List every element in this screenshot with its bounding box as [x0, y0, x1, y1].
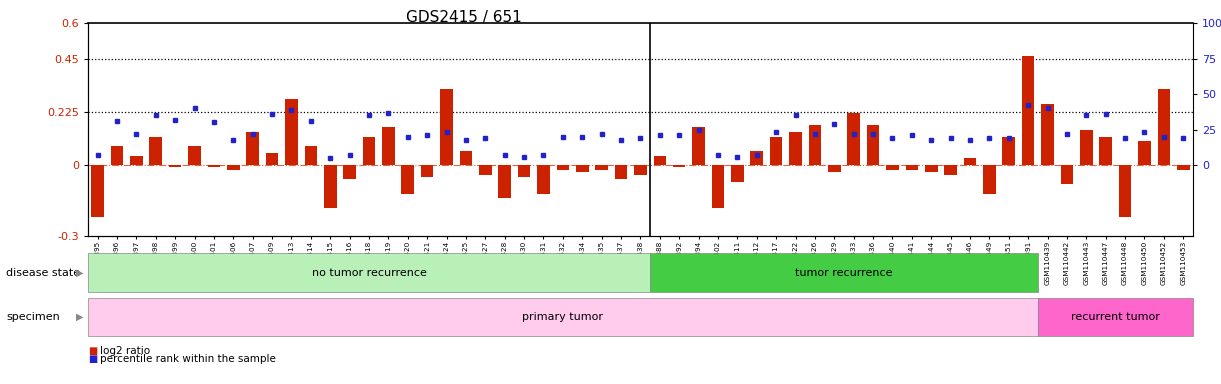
Bar [886, 165, 899, 170]
Bar [343, 165, 357, 179]
Bar [88, 298, 1038, 336]
Bar [692, 127, 705, 165]
Bar [1177, 165, 1189, 170]
Bar [459, 151, 473, 165]
Bar [382, 127, 394, 165]
Bar [479, 165, 492, 175]
Bar [557, 165, 569, 170]
Bar [92, 165, 104, 217]
Text: no tumor recurrence: no tumor recurrence [311, 268, 426, 278]
Bar [673, 165, 685, 167]
Bar [650, 253, 1038, 292]
Bar [1022, 56, 1034, 165]
Bar [731, 165, 744, 182]
Bar [596, 165, 608, 170]
Bar [149, 137, 162, 165]
Bar [769, 137, 783, 165]
Text: GDS2415 / 651: GDS2415 / 651 [407, 10, 521, 25]
Text: specimen: specimen [6, 312, 60, 322]
Bar [88, 253, 650, 292]
Bar [421, 165, 433, 177]
Bar [111, 146, 123, 165]
Bar [1042, 104, 1054, 165]
Bar [751, 151, 763, 165]
Bar [634, 165, 647, 175]
Bar [847, 113, 860, 165]
Bar [789, 132, 802, 165]
Text: ▶: ▶ [76, 268, 83, 278]
Bar [808, 125, 822, 165]
Bar [1061, 165, 1073, 184]
Bar [712, 165, 724, 208]
Bar [906, 165, 918, 170]
Bar [1081, 130, 1093, 165]
Bar [983, 165, 995, 194]
Text: log2 ratio: log2 ratio [100, 346, 150, 356]
Bar [963, 158, 977, 165]
Bar [537, 165, 549, 194]
Bar [363, 137, 375, 165]
Bar [498, 165, 512, 198]
Bar [1038, 298, 1193, 336]
Bar [131, 156, 143, 165]
Bar [944, 165, 957, 175]
Bar [614, 165, 628, 179]
Bar [324, 165, 337, 208]
Bar [576, 165, 589, 172]
Text: primary tumor: primary tumor [523, 312, 603, 322]
Text: recurrent tumor: recurrent tumor [1071, 312, 1160, 322]
Bar [441, 89, 453, 165]
Bar [867, 125, 879, 165]
Text: ■: ■ [88, 346, 98, 356]
Bar [168, 165, 182, 167]
Text: tumor recurrence: tumor recurrence [795, 268, 893, 278]
Text: ■: ■ [88, 354, 98, 364]
Bar [1158, 89, 1170, 165]
Bar [924, 165, 938, 172]
Bar [402, 165, 414, 194]
Bar [518, 165, 530, 177]
Bar [1099, 137, 1112, 165]
Bar [828, 165, 840, 172]
Bar [1002, 137, 1015, 165]
Text: percentile rank within the sample: percentile rank within the sample [100, 354, 276, 364]
Bar [227, 165, 239, 170]
Bar [208, 165, 220, 167]
Text: ▶: ▶ [76, 312, 83, 322]
Bar [286, 99, 298, 165]
Bar [247, 132, 259, 165]
Text: disease state: disease state [6, 268, 81, 278]
Bar [1138, 141, 1150, 165]
Bar [304, 146, 317, 165]
Bar [188, 146, 200, 165]
Bar [1118, 165, 1132, 217]
Bar [266, 153, 278, 165]
Bar [653, 156, 667, 165]
